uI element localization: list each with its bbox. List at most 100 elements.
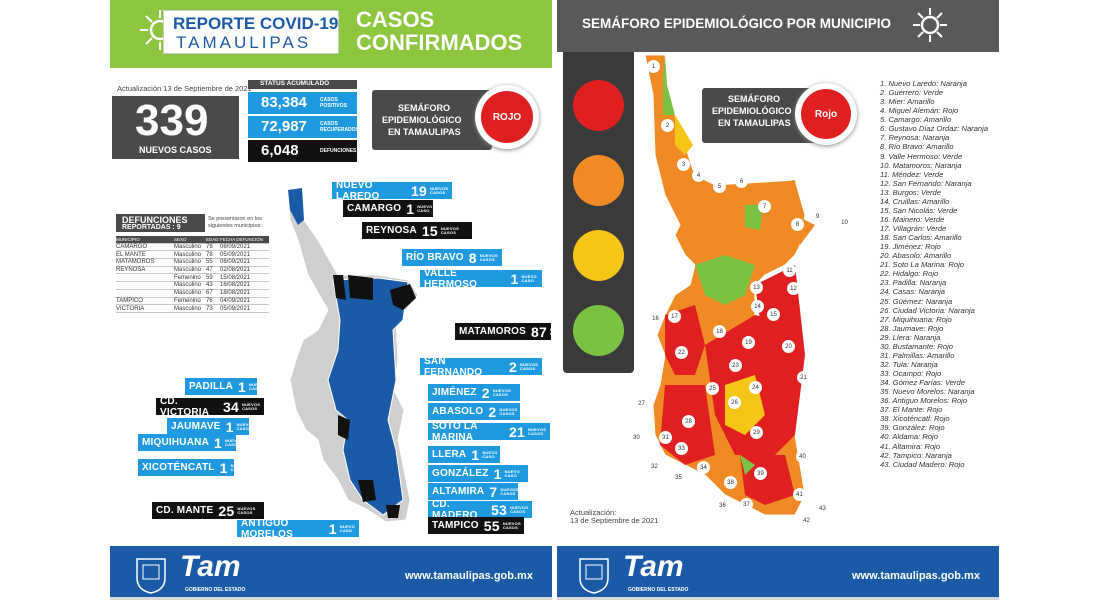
map-number-marker: 1 [647,60,660,73]
city-label: JAUMAVE 1 NUEVO CASO [167,418,252,435]
map-number-marker: 35 [672,471,685,484]
recovered-box: 72,987 CASOS RECUPERADOS [248,116,359,138]
website-link[interactable]: www.tamaulipas.gob.mx [405,570,533,582]
confirmados-label: CONFIRMADOS [356,30,523,55]
update-date: 13 de Septiembre de 2021 [570,516,659,525]
list-item: 3. Mier: Amarillo [880,97,935,107]
city-label: JIMÉNEZ 2 NUEVOS CASOS [428,384,520,401]
city-cases-label: NUEVO CASO [225,437,241,447]
city-new-cases: 19 [411,182,427,199]
map-number-marker: 10 [838,216,851,229]
list-item: 14. Cruillas: Amarillo [880,196,950,206]
semaforo-badge: Rojo [795,83,857,145]
list-item: 20. Abasolo: Amarillo [880,251,952,261]
table-cell: Masculino [174,290,202,297]
city-label: CD. MADERO 53 NUEVOS CASOS [428,498,532,521]
map-number-marker: 18 [713,325,726,338]
brand-logo: Tam [623,550,684,583]
city-cases-label: NUEVOS CASOS [440,225,459,235]
list-item: 8. Río Bravo: Amarillo [880,142,954,152]
city-label: PADILLA 1 NUEVO CASO [185,378,264,395]
table-row: Femenino 59 15/08/2021 [116,274,269,283]
gov-label: GOBIERNO DEL ESTADO [185,587,246,593]
city-name: REYNOSA [366,225,417,236]
list-item: 26. Ciudad Victoria: Naranja [880,305,975,315]
deaths-label: DEFUNCIONES [320,148,357,154]
header-fecha: FECHA DEFUNCIÓN [220,236,264,242]
table-row: REYNOSA Masculino 47 02/08/2021 [116,267,269,275]
city-name: VALLE HERMOSO [424,267,478,290]
semaforo-header-bar [557,0,999,52]
municipality-list: 1. Nuevo Laredo: Naranja 2. Guerrero: Ver… [880,79,998,469]
city-label: REYNOSA 15 NUEVOS CASOS [362,222,472,239]
map-number-marker: 9 [811,210,824,223]
city-label: ALTAMIRA 7 NUEVOS CASOS [428,483,518,500]
list-item: 29. Llera: Naranja [880,332,941,342]
footer: Tam GOBIERNO DEL ESTADO www.tamaulipas.g… [557,542,999,600]
website-link[interactable]: www.tamaulipas.gob.mx [852,570,980,582]
map-number-marker: 21 [797,371,810,384]
table-cell: 73 [206,305,213,312]
covid-report-panel: REPORTE COVID-19 TAMAULIPAS CASOS CONFIR… [110,0,552,600]
list-item: 35. Nuevo Morelos: Naranja [880,387,975,397]
city-cases-label: NUEVOS CASOS [237,505,256,515]
virus-icon [913,8,947,42]
city-new-cases: 8 [468,249,477,266]
city-name: ABASOLO [432,406,484,417]
city-new-cases: 1 [510,270,519,287]
map-number-marker: 38 [724,476,737,489]
list-item: 24. Casas: Naranja [880,287,946,297]
city-label: SAN FERNANDO 2 NUEVOS CASOS [420,356,542,378]
city-new-cases: 53 [491,501,507,518]
light-red [573,80,624,131]
map-number-marker: 12 [787,282,800,295]
new-cases-label: NUEVOS CASOS [139,145,212,155]
table-row: Masculino 67 18/08/2021 [116,290,269,298]
table-row: VICTORIA Masculino 73 05/09/2021 [116,305,269,313]
table-cell: 05/09/2021 [220,305,251,312]
list-item: 42. Tampico: Naranja [880,450,952,460]
semaforo-box: SEMÁFORO EPIDEMIOLÓGICO EN TAMAULIPAS [372,90,492,150]
map-number-marker: 15 [767,308,780,321]
list-item: 7. Reynosa: Naranja [880,133,950,143]
city-name: MATAMOROS [459,326,526,337]
map-number-marker: 16 [649,312,662,325]
list-item: 2. Guerrero: Verde [880,88,944,98]
deaths-table-title: DEFUNCIONES [122,215,188,225]
list-item: 27. Miquihuana: Rojo [880,314,952,324]
list-item: 40. Aldama: Rojo [880,432,938,442]
city-name: CD. MADERO [432,498,478,521]
map-number-marker: 14 [751,300,764,313]
city-name: NUEVO LAREDO [336,179,380,202]
city-label: MATAMOROS 87NUEVOS CASOS [455,323,552,340]
light-yellow [573,230,624,281]
city-name: CAMARGO [347,203,402,214]
new-cases-box: 339 NUEVOS CASOS [112,96,239,159]
city-label: NUEVO LAREDO 19 NUEVOS CASOS [332,179,452,202]
map-number-marker: 4 [692,169,705,182]
traffic-light [563,52,634,373]
positive-value: 83,384 [261,94,307,111]
table-cell: VICTORIA [116,305,145,312]
list-item: 9. Valle Hermoso: Verde [880,151,963,161]
map-number-marker: 26 [728,396,741,409]
table-cell: 55 [206,259,213,266]
list-item: 43. Ciudad Madero: Rojo [880,459,965,469]
city-cases-label: NUEVOS CASOS [510,504,529,514]
coat-of-arms-icon [136,558,166,594]
coat-of-arms-icon [579,558,609,594]
list-item: 11. Méndez: Verde [880,169,944,179]
list-item: 36. Antiguo Morelos: Rojo [880,396,968,406]
status-title: STATUS ACUMULADO [248,80,357,89]
table-cell: Masculino [174,259,202,266]
table-cell: 15/08/2021 [220,274,251,281]
city-cases-label: NUEVOS CASOS [499,406,518,416]
map-number-marker: 22 [675,346,688,359]
city-cases-label: NUEVO CASO [230,462,246,472]
header-edad: EDAD [206,236,219,242]
table-cell: Masculino [174,251,202,258]
semaforo-line3: EN TAMAULIPAS [388,127,461,137]
list-item: 15. San Nicolás: Verde [880,205,958,215]
city-name: XICOTÉNCATL [142,462,215,473]
map-number-marker: 31 [659,431,672,444]
